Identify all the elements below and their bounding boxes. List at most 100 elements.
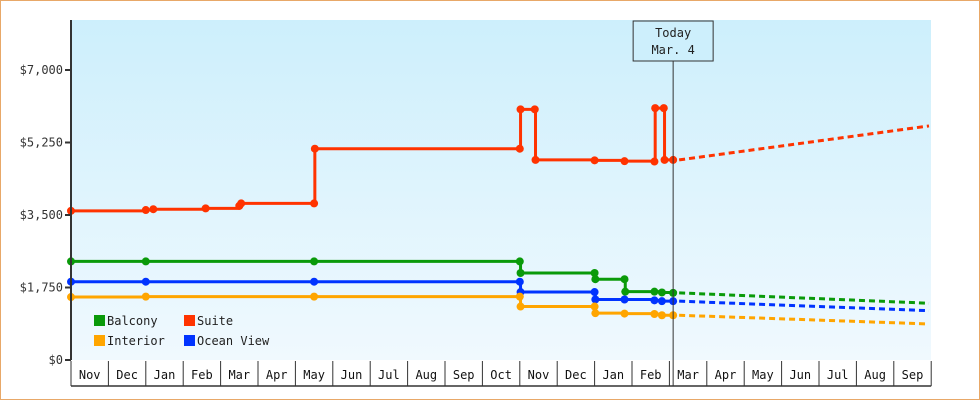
legend-swatch <box>184 335 195 346</box>
y-tick-label: $1,750 <box>20 281 63 295</box>
data-point[interactable] <box>141 292 150 301</box>
data-point[interactable] <box>620 157 629 166</box>
data-point[interactable] <box>516 302 525 311</box>
plot-area <box>71 20 931 360</box>
legend-item-balcony[interactable]: Balcony <box>94 314 158 328</box>
legend: Balcony Suite Interior Ocean View <box>94 314 270 348</box>
today-label: Today <box>655 26 691 40</box>
x-month-label: Sep <box>902 368 924 382</box>
data-point[interactable] <box>201 204 210 213</box>
forecast-line <box>679 313 930 326</box>
series-interior <box>67 292 930 326</box>
data-point[interactable] <box>516 105 525 114</box>
data-point[interactable] <box>620 295 629 304</box>
x-month-label: Sep <box>453 368 475 382</box>
data-point[interactable] <box>515 144 524 153</box>
data-point[interactable] <box>516 269 525 277</box>
legend-item-ocean-view[interactable]: Ocean View <box>184 334 270 348</box>
x-month-label: Dec <box>565 368 587 382</box>
data-point[interactable] <box>310 199 319 208</box>
data-point[interactable] <box>590 302 599 311</box>
y-axis-ticks: $0 $1,750 $3,500 $5,250 $7,000 <box>20 63 71 367</box>
x-month-label: Jan <box>602 368 624 382</box>
data-point[interactable] <box>310 277 319 286</box>
forecast-line <box>678 124 930 162</box>
data-point[interactable] <box>530 105 539 114</box>
x-month-label: May <box>752 368 774 382</box>
forecast-line <box>679 291 930 305</box>
x-month-label: Apr <box>715 368 737 382</box>
data-point[interactable] <box>590 156 599 165</box>
data-point[interactable] <box>141 206 150 215</box>
x-axis-months: Nov Dec Jan Feb Mar Apr May Jun Jul Aug Sep Oct Nov D… <box>70 361 932 387</box>
data-point[interactable] <box>591 309 600 318</box>
y-tick-label: $7,000 <box>20 63 63 77</box>
x-month-label: Mar <box>677 368 699 382</box>
data-point[interactable] <box>659 104 668 113</box>
x-month-label: Jun <box>789 368 811 382</box>
data-point[interactable] <box>515 277 524 286</box>
x-month-label: Aug <box>415 368 437 382</box>
series-layer <box>67 104 930 326</box>
data-point[interactable] <box>660 155 669 164</box>
today-date: Mar. 4 <box>651 43 694 57</box>
data-point[interactable] <box>621 287 630 296</box>
data-point[interactable] <box>515 257 524 266</box>
x-month-label: Aug <box>864 368 886 382</box>
forecast-line <box>679 299 930 313</box>
data-point[interactable] <box>591 275 600 284</box>
legend-item-suite[interactable]: Suite <box>184 314 233 328</box>
data-point[interactable] <box>141 277 150 286</box>
x-month-label: Nov <box>528 368 550 382</box>
data-point[interactable] <box>591 295 600 304</box>
legend-label: Balcony <box>107 314 158 328</box>
x-month-label: Jul <box>378 368 400 382</box>
x-month-label: May <box>303 368 325 382</box>
legend-label: Ocean View <box>197 334 270 348</box>
x-month-label: Dec <box>116 368 138 382</box>
x-month-label: Feb <box>640 368 662 382</box>
today-box <box>632 20 714 62</box>
data-point[interactable] <box>650 157 659 166</box>
x-month-label: Nov <box>79 368 101 382</box>
legend-swatch <box>94 315 105 326</box>
data-point[interactable] <box>310 292 319 301</box>
data-point[interactable] <box>620 275 629 284</box>
data-point[interactable] <box>310 144 319 153</box>
data-point[interactable] <box>620 309 629 318</box>
data-point[interactable] <box>531 155 540 164</box>
series-ocean-view <box>67 277 930 313</box>
data-point[interactable] <box>590 288 599 297</box>
y-tick-label: $3,500 <box>20 208 63 222</box>
x-month-label: Apr <box>266 368 288 382</box>
legend-label: Interior <box>107 334 165 348</box>
series-suite <box>67 104 930 215</box>
data-point[interactable] <box>657 288 666 297</box>
legend-item-interior[interactable]: Interior <box>94 334 165 348</box>
data-point[interactable] <box>657 311 666 320</box>
data-point[interactable] <box>650 310 659 319</box>
legend-label: Suite <box>197 314 233 328</box>
y-tick-label: $5,250 <box>20 136 63 150</box>
x-month-label: Jan <box>154 368 176 382</box>
data-point[interactable] <box>310 257 319 266</box>
data-point[interactable] <box>651 104 660 113</box>
today-marker: Today Mar. 4 <box>632 20 714 386</box>
x-month-label: Mar <box>228 368 250 382</box>
x-month-label: Oct <box>490 368 512 382</box>
legend-swatch <box>94 335 105 346</box>
data-point[interactable] <box>650 287 659 296</box>
data-point[interactable] <box>515 292 524 301</box>
data-point[interactable] <box>149 205 158 214</box>
legend-swatch <box>184 315 195 326</box>
data-point[interactable] <box>141 257 150 266</box>
data-point[interactable] <box>590 269 599 277</box>
x-month-label: Jun <box>341 368 363 382</box>
data-point[interactable] <box>650 296 659 305</box>
x-month-label: Jul <box>827 368 849 382</box>
data-point[interactable] <box>237 199 246 208</box>
data-point[interactable] <box>657 297 666 306</box>
y-tick-label: $0 <box>49 353 63 367</box>
